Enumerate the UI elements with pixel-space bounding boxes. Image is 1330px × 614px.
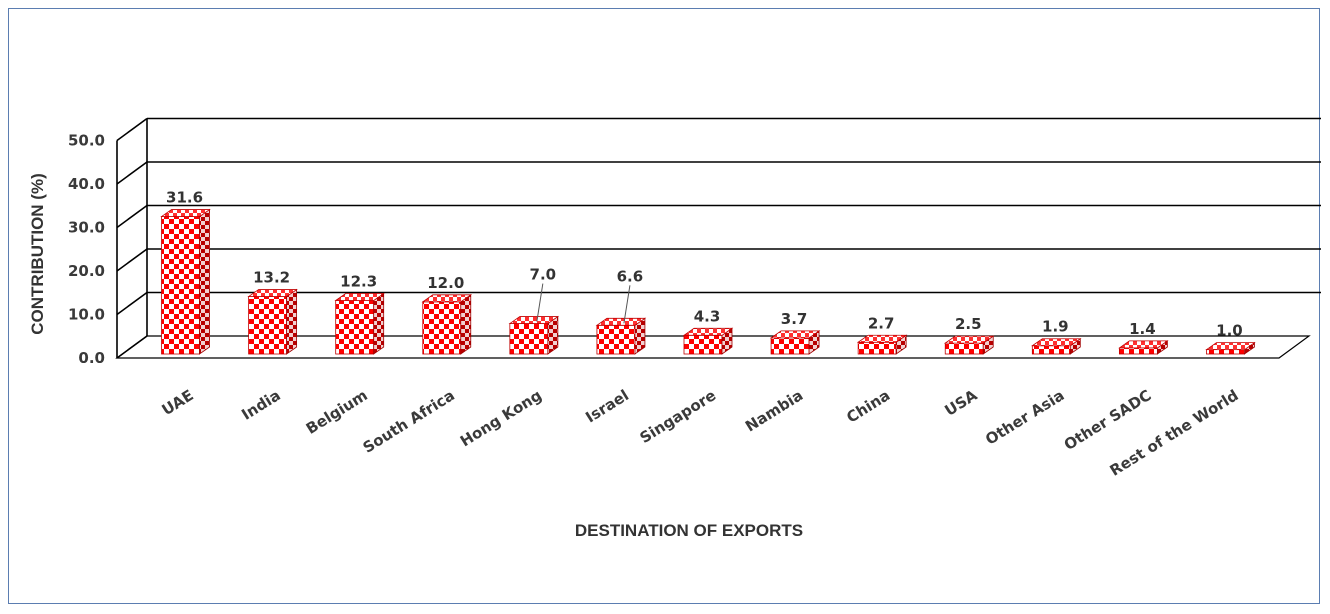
x-tick-label: China bbox=[843, 386, 893, 427]
data-label: 7.0 bbox=[530, 266, 557, 284]
wall-tick bbox=[116, 117, 148, 142]
bar bbox=[682, 327, 734, 355]
bar bbox=[856, 334, 908, 355]
bar bbox=[1118, 340, 1169, 355]
x-tick-label: Hong Kong bbox=[457, 386, 545, 450]
bars bbox=[160, 208, 1256, 355]
bar bbox=[247, 288, 298, 355]
bar bbox=[595, 317, 647, 355]
bar-top bbox=[421, 294, 473, 303]
bar-front bbox=[770, 337, 810, 355]
x-tick-label: Israel bbox=[582, 386, 632, 426]
bar-top bbox=[334, 293, 385, 301]
wall-tick bbox=[116, 204, 148, 229]
bar-top bbox=[1031, 338, 1082, 347]
y-axis-title: CONTRIBUTION (%) bbox=[28, 173, 47, 334]
x-tick-label: South Africa bbox=[360, 386, 458, 457]
leader-line bbox=[536, 283, 544, 322]
bar-top bbox=[943, 335, 995, 344]
bar-side bbox=[199, 208, 210, 355]
bar bbox=[769, 330, 821, 355]
bar-top bbox=[160, 209, 211, 217]
bar bbox=[334, 292, 385, 355]
bar-side bbox=[460, 294, 472, 355]
wall-tick bbox=[116, 161, 148, 185]
bar bbox=[421, 294, 473, 355]
data-label: 12.3 bbox=[340, 272, 377, 290]
y-tick-label: 20.0 bbox=[68, 262, 105, 280]
y-tick-label: 30.0 bbox=[68, 219, 105, 237]
bar bbox=[1031, 337, 1082, 355]
bar-front bbox=[683, 334, 723, 355]
data-label: 13.2 bbox=[253, 269, 290, 287]
x-tick-label: Nambia bbox=[742, 386, 806, 435]
data-label: 31.6 bbox=[166, 189, 203, 207]
data-label: 1.0 bbox=[1216, 322, 1243, 340]
bar-front bbox=[1206, 349, 1245, 355]
bar-front bbox=[509, 323, 549, 355]
data-label: 6.6 bbox=[617, 267, 644, 285]
x-tick-label: India bbox=[238, 386, 283, 424]
chart-frame: 0.0 10.0 20.0 30.0 40.0 50.0 31.6 13.2 12.3 12.0… bbox=[8, 8, 1321, 604]
data-label: 2.7 bbox=[868, 314, 895, 332]
x-tick-label: Other Asia bbox=[982, 386, 1067, 449]
data-label: 12.0 bbox=[427, 274, 464, 292]
y-tick-label: 40.0 bbox=[68, 175, 105, 193]
data-label: 1.4 bbox=[1129, 320, 1156, 338]
bar-top bbox=[595, 317, 647, 326]
y-tick-label: 10.0 bbox=[68, 306, 105, 324]
bar-side bbox=[373, 292, 385, 355]
bar-top bbox=[1118, 340, 1169, 349]
bar-front bbox=[596, 324, 636, 355]
bar-top bbox=[682, 327, 734, 336]
bar-front bbox=[1118, 347, 1158, 355]
x-axis-title: DESTINATION OF EXPORTS bbox=[575, 521, 803, 540]
bar-top bbox=[247, 289, 298, 297]
leader-line bbox=[623, 285, 631, 324]
bar-front bbox=[944, 342, 984, 355]
wall-tick bbox=[116, 335, 148, 359]
bar-front bbox=[248, 296, 288, 355]
bar-front bbox=[1031, 345, 1071, 355]
y-tick-label: 0.0 bbox=[78, 349, 105, 367]
bar-top bbox=[1205, 342, 1256, 351]
wall-tick bbox=[116, 291, 148, 316]
x-tick-label: Belgium bbox=[303, 386, 371, 438]
data-label: 4.3 bbox=[694, 307, 721, 325]
bar bbox=[1205, 341, 1256, 355]
data-label: 1.9 bbox=[1042, 318, 1069, 336]
bar bbox=[508, 315, 560, 355]
bar-front bbox=[161, 216, 200, 355]
bar-top bbox=[508, 316, 560, 324]
bar bbox=[943, 335, 995, 355]
x-tick-label: UAE bbox=[159, 386, 197, 419]
data-label: 2.5 bbox=[955, 315, 982, 333]
x-tick-label: Singapore bbox=[637, 386, 720, 447]
bar-side bbox=[286, 288, 298, 355]
bar-top bbox=[856, 334, 908, 343]
wall-tick bbox=[116, 248, 148, 272]
data-labels: 31.6 13.2 12.3 12.0 7.0 6.6 4.3 3.7 2.7 2.5 1.9 1.4… bbox=[166, 189, 1243, 340]
bar-top bbox=[769, 330, 821, 339]
data-label: 3.7 bbox=[781, 310, 808, 328]
y-axis: 0.0 10.0 20.0 30.0 40.0 50.0 bbox=[68, 118, 148, 367]
bar-chart: 0.0 10.0 20.0 30.0 40.0 50.0 31.6 13.2 12.3 12.0… bbox=[28, 117, 1321, 540]
x-tick-label: USA bbox=[941, 386, 980, 420]
y-tick-label: 50.0 bbox=[68, 132, 105, 150]
bar-front bbox=[335, 300, 375, 355]
bar-front bbox=[422, 301, 462, 355]
bar bbox=[160, 208, 211, 355]
bar-front bbox=[857, 341, 897, 355]
